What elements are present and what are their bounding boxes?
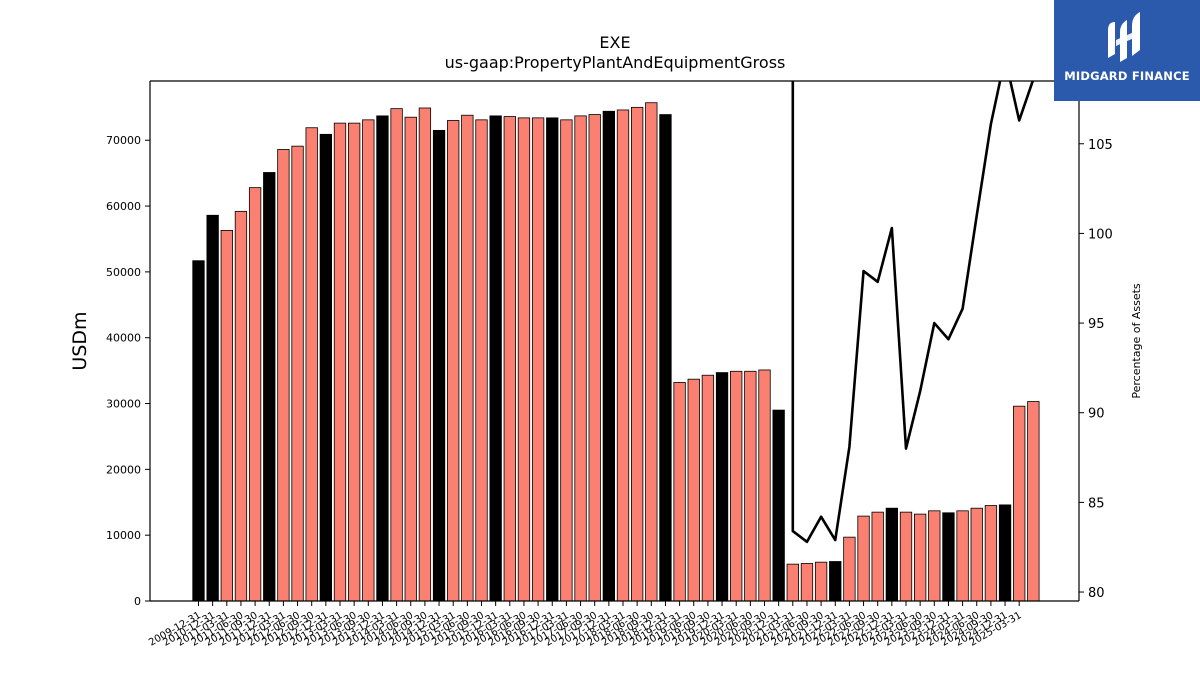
bar — [319, 133, 333, 602]
midgard-m-icon — [1108, 12, 1140, 62]
bar — [744, 370, 757, 602]
bar — [418, 107, 432, 602]
bar — [560, 119, 573, 602]
bar — [942, 512, 955, 602]
bar — [333, 122, 347, 602]
bar — [616, 109, 630, 602]
y-tick-label: 70000 — [106, 134, 141, 147]
bar — [645, 102, 658, 602]
chart-title: EXE — [599, 33, 630, 52]
bar — [588, 114, 601, 602]
y-tick-label: 20000 — [106, 463, 141, 476]
bar — [277, 149, 290, 602]
y-tick-label-right: 100 — [1088, 227, 1113, 242]
bar — [928, 510, 941, 602]
bar — [885, 507, 898, 602]
y-axis-label-right: Percentage of Assets — [1130, 283, 1143, 399]
bar — [984, 505, 998, 602]
chart-subtitle: us-gaap:PropertyPlantAndEquipmentGross — [445, 53, 786, 72]
y-tick-label-right: 105 — [1088, 138, 1113, 153]
bar — [376, 115, 389, 602]
bar — [220, 230, 233, 602]
bar — [447, 120, 460, 602]
midgard-finance-logo: MIDGARD FINANCE — [1054, 0, 1200, 101]
bar — [517, 117, 531, 602]
y-tick-label: 10000 — [106, 529, 141, 542]
y-axis-right: 80 85 90 95 100 105 — [1079, 138, 1113, 601]
bar — [914, 513, 927, 602]
y-tick-label-right: 90 — [1088, 407, 1105, 422]
y-tick-label: 50000 — [106, 266, 141, 279]
bar — [531, 117, 545, 602]
bar — [1027, 401, 1040, 602]
percentage-line — [791, 81, 1035, 544]
bar — [305, 127, 318, 602]
bar — [871, 511, 884, 602]
bar — [956, 510, 969, 602]
bar — [362, 119, 375, 602]
bar — [899, 511, 913, 602]
bar — [659, 114, 672, 602]
bar — [489, 115, 502, 602]
axes — [149, 80, 1080, 602]
y-tick-label: 30000 — [106, 398, 141, 411]
bar — [206, 214, 219, 602]
bar — [404, 116, 417, 602]
bar — [631, 106, 644, 602]
bar — [730, 370, 743, 602]
bar — [829, 561, 842, 602]
bar — [432, 129, 446, 602]
bar — [461, 114, 474, 602]
bar — [234, 210, 248, 602]
logo-text: MIDGARD FINANCE — [1064, 69, 1190, 83]
bar — [291, 145, 304, 602]
bar — [347, 122, 361, 602]
bar — [602, 110, 615, 602]
bar — [248, 187, 262, 602]
bar — [758, 369, 771, 602]
bar — [701, 374, 715, 602]
bar — [263, 172, 276, 602]
bar — [814, 561, 828, 602]
bar — [843, 536, 856, 602]
bar — [546, 117, 559, 602]
bar — [998, 504, 1012, 602]
bar — [1013, 405, 1026, 602]
y-tick-label-right: 85 — [1088, 496, 1105, 511]
line-series — [791, 81, 1035, 544]
y-tick-label: 60000 — [106, 200, 141, 213]
bar — [574, 115, 587, 602]
bar — [192, 260, 205, 602]
bar — [772, 409, 785, 602]
bar — [857, 515, 870, 602]
bar — [715, 372, 729, 602]
x-axis: 2009-12-312010-12-312011-03-312011-06-30… — [147, 601, 1024, 649]
bar — [673, 382, 686, 602]
y-tick-label: 40000 — [106, 332, 141, 345]
y-axis-label: USDm — [69, 311, 91, 370]
y-axis-left: 0 10000 20000 30000 40000 50000 60000 70000 — [106, 134, 150, 608]
y-tick-label-right: 95 — [1088, 317, 1105, 332]
bar — [475, 119, 488, 602]
bar — [786, 563, 799, 602]
bar — [687, 378, 700, 602]
bar-series — [192, 102, 1040, 602]
bar — [503, 116, 516, 602]
bar — [800, 563, 814, 602]
y-tick-label-right: 80 — [1088, 586, 1105, 601]
bar — [390, 108, 403, 602]
bar — [970, 507, 983, 602]
y-tick-label: 0 — [134, 595, 141, 608]
